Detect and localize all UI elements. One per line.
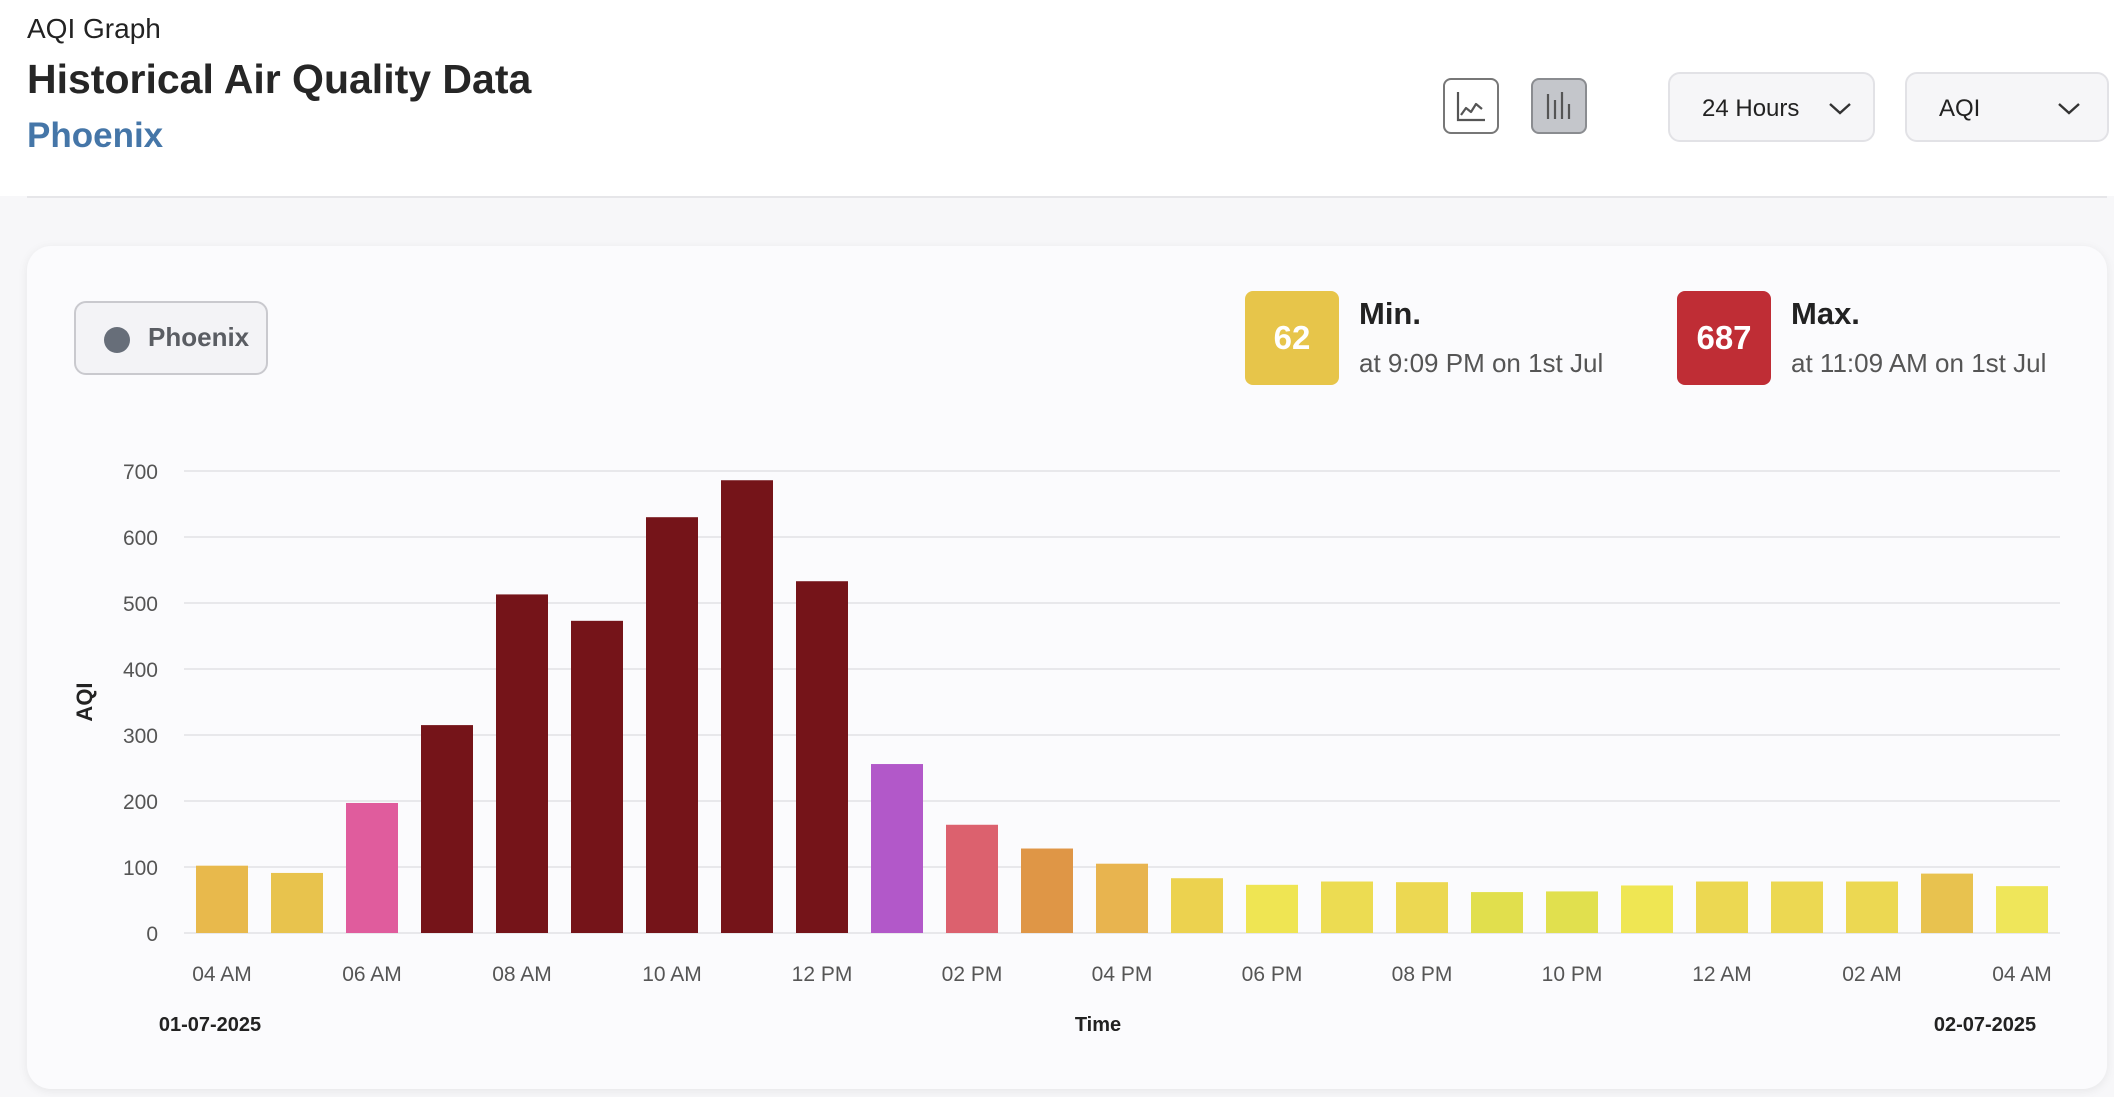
x-tick-label: 04 PM — [1092, 963, 1153, 986]
chevron-down-icon — [2058, 103, 2080, 115]
header: AQI Graph Historical Air Quality Data Ph… — [0, 0, 2114, 196]
y-tick-label: 200 — [123, 791, 158, 814]
y-tick-label: 400 — [123, 659, 158, 682]
metric-value: AQI — [1939, 95, 1981, 122]
bar — [1471, 892, 1523, 933]
bar — [1546, 891, 1598, 933]
chart-card — [27, 246, 2107, 1089]
legend-label: Phoenix — [148, 322, 250, 352]
y-tick-label: 500 — [123, 593, 158, 616]
metric-dropdown[interactable]: AQI — [1905, 72, 2109, 142]
bar — [571, 620, 623, 933]
chevron-down-icon — [1829, 103, 1851, 115]
bar — [346, 802, 398, 933]
start-date-label: 01-07-2025 — [159, 1014, 261, 1036]
max-detail: at 11:09 AM on 1st Jul — [1791, 348, 2047, 378]
x-tick-label: 02 PM — [942, 963, 1003, 986]
bar-chart-button[interactable] — [1531, 78, 1587, 134]
bar — [1996, 886, 2048, 933]
city-title[interactable]: Phoenix — [27, 116, 164, 155]
bar — [1096, 863, 1148, 933]
bar — [871, 764, 923, 933]
time-range-dropdown[interactable]: 24 Hours — [1668, 72, 1875, 142]
bar-chart-icon — [1546, 92, 1571, 119]
bar — [946, 824, 998, 933]
bar — [721, 480, 773, 933]
x-tick-label: 06 AM — [342, 963, 402, 986]
x-tick-label: 10 PM — [1542, 963, 1603, 986]
legend-dot — [104, 327, 130, 353]
bar — [1321, 881, 1373, 933]
time-range-value: 24 Hours — [1702, 95, 1800, 122]
bar — [1246, 884, 1298, 933]
bar — [1396, 882, 1448, 933]
min-value-badge: 62 — [1245, 291, 1339, 385]
page-title: Historical Air Quality Data — [27, 56, 532, 102]
x-tick-label: 12 PM — [792, 963, 853, 986]
x-axis-title: Time — [1075, 1014, 1121, 1036]
x-tick-label: 02 AM — [1842, 963, 1902, 986]
bar — [646, 517, 698, 933]
y-tick-label: 600 — [123, 527, 158, 550]
y-axis-title: AQI — [72, 682, 97, 721]
x-tick-label: 06 PM — [1242, 963, 1303, 986]
app-label: AQI Graph — [27, 13, 161, 44]
min-detail: at 9:09 PM on 1st Jul — [1359, 348, 1604, 378]
y-tick-label: 300 — [123, 725, 158, 748]
bar — [1621, 885, 1673, 933]
bar — [796, 581, 848, 933]
x-tick-label: 08 AM — [492, 963, 552, 986]
y-tick-label: 100 — [123, 857, 158, 880]
bar — [1021, 848, 1073, 933]
end-date-label: 02-07-2025 — [1934, 1014, 2036, 1036]
y-tick-label: 700 — [123, 461, 158, 484]
x-tick-label: 10 AM — [642, 963, 702, 986]
bar — [1771, 881, 1823, 933]
bar — [1171, 878, 1223, 933]
bar — [271, 872, 323, 933]
line-chart-icon — [1456, 92, 1485, 122]
bar — [1696, 881, 1748, 933]
bar — [1921, 873, 1973, 933]
y-tick-label: 0 — [146, 923, 158, 946]
line-chart-button[interactable] — [1443, 78, 1499, 134]
x-tick-label: 08 PM — [1392, 963, 1453, 986]
x-tick-label: 12 AM — [1692, 963, 1752, 986]
max-label: Max. — [1791, 296, 1860, 331]
bar — [1846, 881, 1898, 933]
x-tick-label: 04 AM — [192, 963, 252, 986]
min-label: Min. — [1359, 296, 1421, 331]
bar — [496, 594, 548, 933]
x-tick-label: 04 AM — [1992, 963, 2052, 986]
legend-chip-phoenix[interactable]: Phoenix — [74, 301, 268, 375]
header-divider — [27, 196, 2107, 198]
bar — [196, 865, 248, 933]
bar — [421, 725, 473, 933]
max-value-badge: 687 — [1677, 291, 1771, 385]
